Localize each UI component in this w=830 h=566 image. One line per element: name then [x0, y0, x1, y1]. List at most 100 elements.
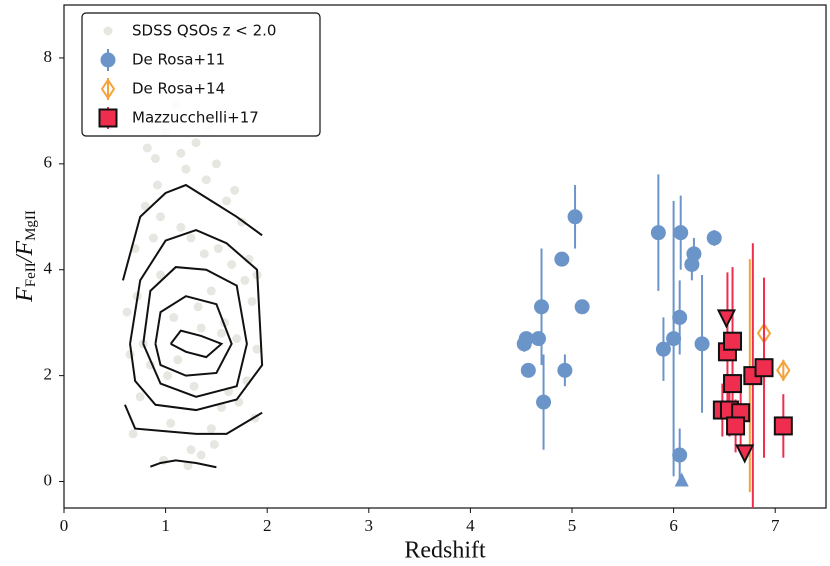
point	[686, 246, 702, 262]
point	[222, 196, 232, 206]
point	[666, 331, 682, 347]
contour	[150, 459, 217, 469]
point	[723, 331, 743, 351]
x-tick-label: 7	[771, 516, 780, 535]
point	[199, 249, 209, 259]
contour	[121, 183, 263, 281]
upper-limit	[735, 444, 755, 464]
legend-marker	[100, 78, 116, 100]
point	[173, 355, 183, 365]
y-label-part: /F	[12, 241, 38, 265]
y-label-sub: FeII	[23, 262, 39, 287]
point	[776, 359, 791, 382]
y-tick-label: 8	[44, 47, 53, 66]
point	[156, 212, 166, 222]
point	[128, 429, 138, 439]
x-tick-label: 6	[669, 516, 678, 535]
point	[240, 275, 250, 285]
contour	[129, 228, 264, 412]
y-label-part: F	[12, 287, 38, 303]
point	[181, 164, 191, 174]
legend-label: Mazzucchelli+17	[132, 109, 259, 127]
point	[554, 251, 570, 267]
x-tick-label: 4	[466, 516, 475, 535]
contour	[124, 404, 263, 435]
y-tick-label: 6	[44, 153, 53, 172]
point	[140, 201, 150, 211]
point	[163, 371, 173, 381]
point	[530, 331, 546, 347]
upper-limit	[716, 309, 737, 329]
contour	[154, 295, 233, 377]
point	[520, 362, 536, 378]
point	[135, 392, 145, 402]
point	[122, 307, 132, 317]
point	[206, 286, 216, 296]
point	[186, 233, 196, 243]
point	[148, 233, 158, 243]
point	[169, 312, 179, 322]
point	[773, 416, 793, 436]
x-tick-label: 2	[263, 516, 272, 535]
point	[176, 222, 186, 232]
point	[211, 159, 221, 169]
point	[186, 445, 196, 455]
point	[650, 225, 666, 241]
point	[216, 328, 226, 338]
point	[230, 185, 240, 195]
point	[196, 323, 206, 333]
y-tick-label: 0	[44, 470, 53, 489]
point	[176, 148, 186, 158]
point	[706, 230, 722, 246]
y-tick-label: 2	[44, 365, 53, 384]
point	[209, 439, 219, 449]
point	[183, 461, 193, 471]
contour	[169, 329, 224, 359]
point	[156, 270, 166, 280]
point	[655, 341, 671, 357]
point	[166, 418, 176, 428]
point	[189, 381, 199, 391]
point	[694, 336, 710, 352]
point	[150, 154, 160, 164]
point	[206, 424, 216, 434]
point	[152, 180, 162, 190]
legend-label: SDSS QSOs z < 2.0	[132, 22, 276, 40]
point	[534, 299, 550, 315]
point	[557, 362, 573, 378]
x-tick-label: 1	[161, 516, 170, 535]
point	[142, 143, 152, 153]
lower-limit	[674, 472, 689, 487]
point	[193, 302, 203, 312]
x-tick-label: 0	[60, 516, 69, 535]
point	[213, 244, 223, 254]
point	[196, 450, 206, 460]
point	[672, 309, 688, 325]
point	[227, 259, 237, 269]
plot-frame	[63, 4, 827, 509]
point	[754, 358, 774, 378]
point	[518, 331, 534, 347]
point	[567, 209, 583, 225]
point	[723, 374, 743, 394]
contour	[142, 266, 248, 398]
point	[216, 402, 226, 412]
legend-box	[81, 12, 321, 137]
y-label-sub: MgII	[23, 210, 39, 241]
point	[726, 416, 746, 436]
x-tick-label: 3	[365, 516, 374, 535]
point	[536, 394, 552, 410]
point	[232, 334, 242, 344]
legend-label: De Rosa+14	[132, 80, 225, 98]
point	[574, 299, 590, 315]
legend-marker	[98, 108, 118, 128]
legend-marker	[103, 26, 113, 36]
y-tick-label: 4	[44, 259, 53, 278]
point	[201, 175, 211, 185]
point	[191, 138, 201, 148]
legend-label: De Rosa+11	[132, 51, 225, 69]
point	[125, 349, 135, 359]
x-tick-label: 5	[568, 516, 577, 535]
